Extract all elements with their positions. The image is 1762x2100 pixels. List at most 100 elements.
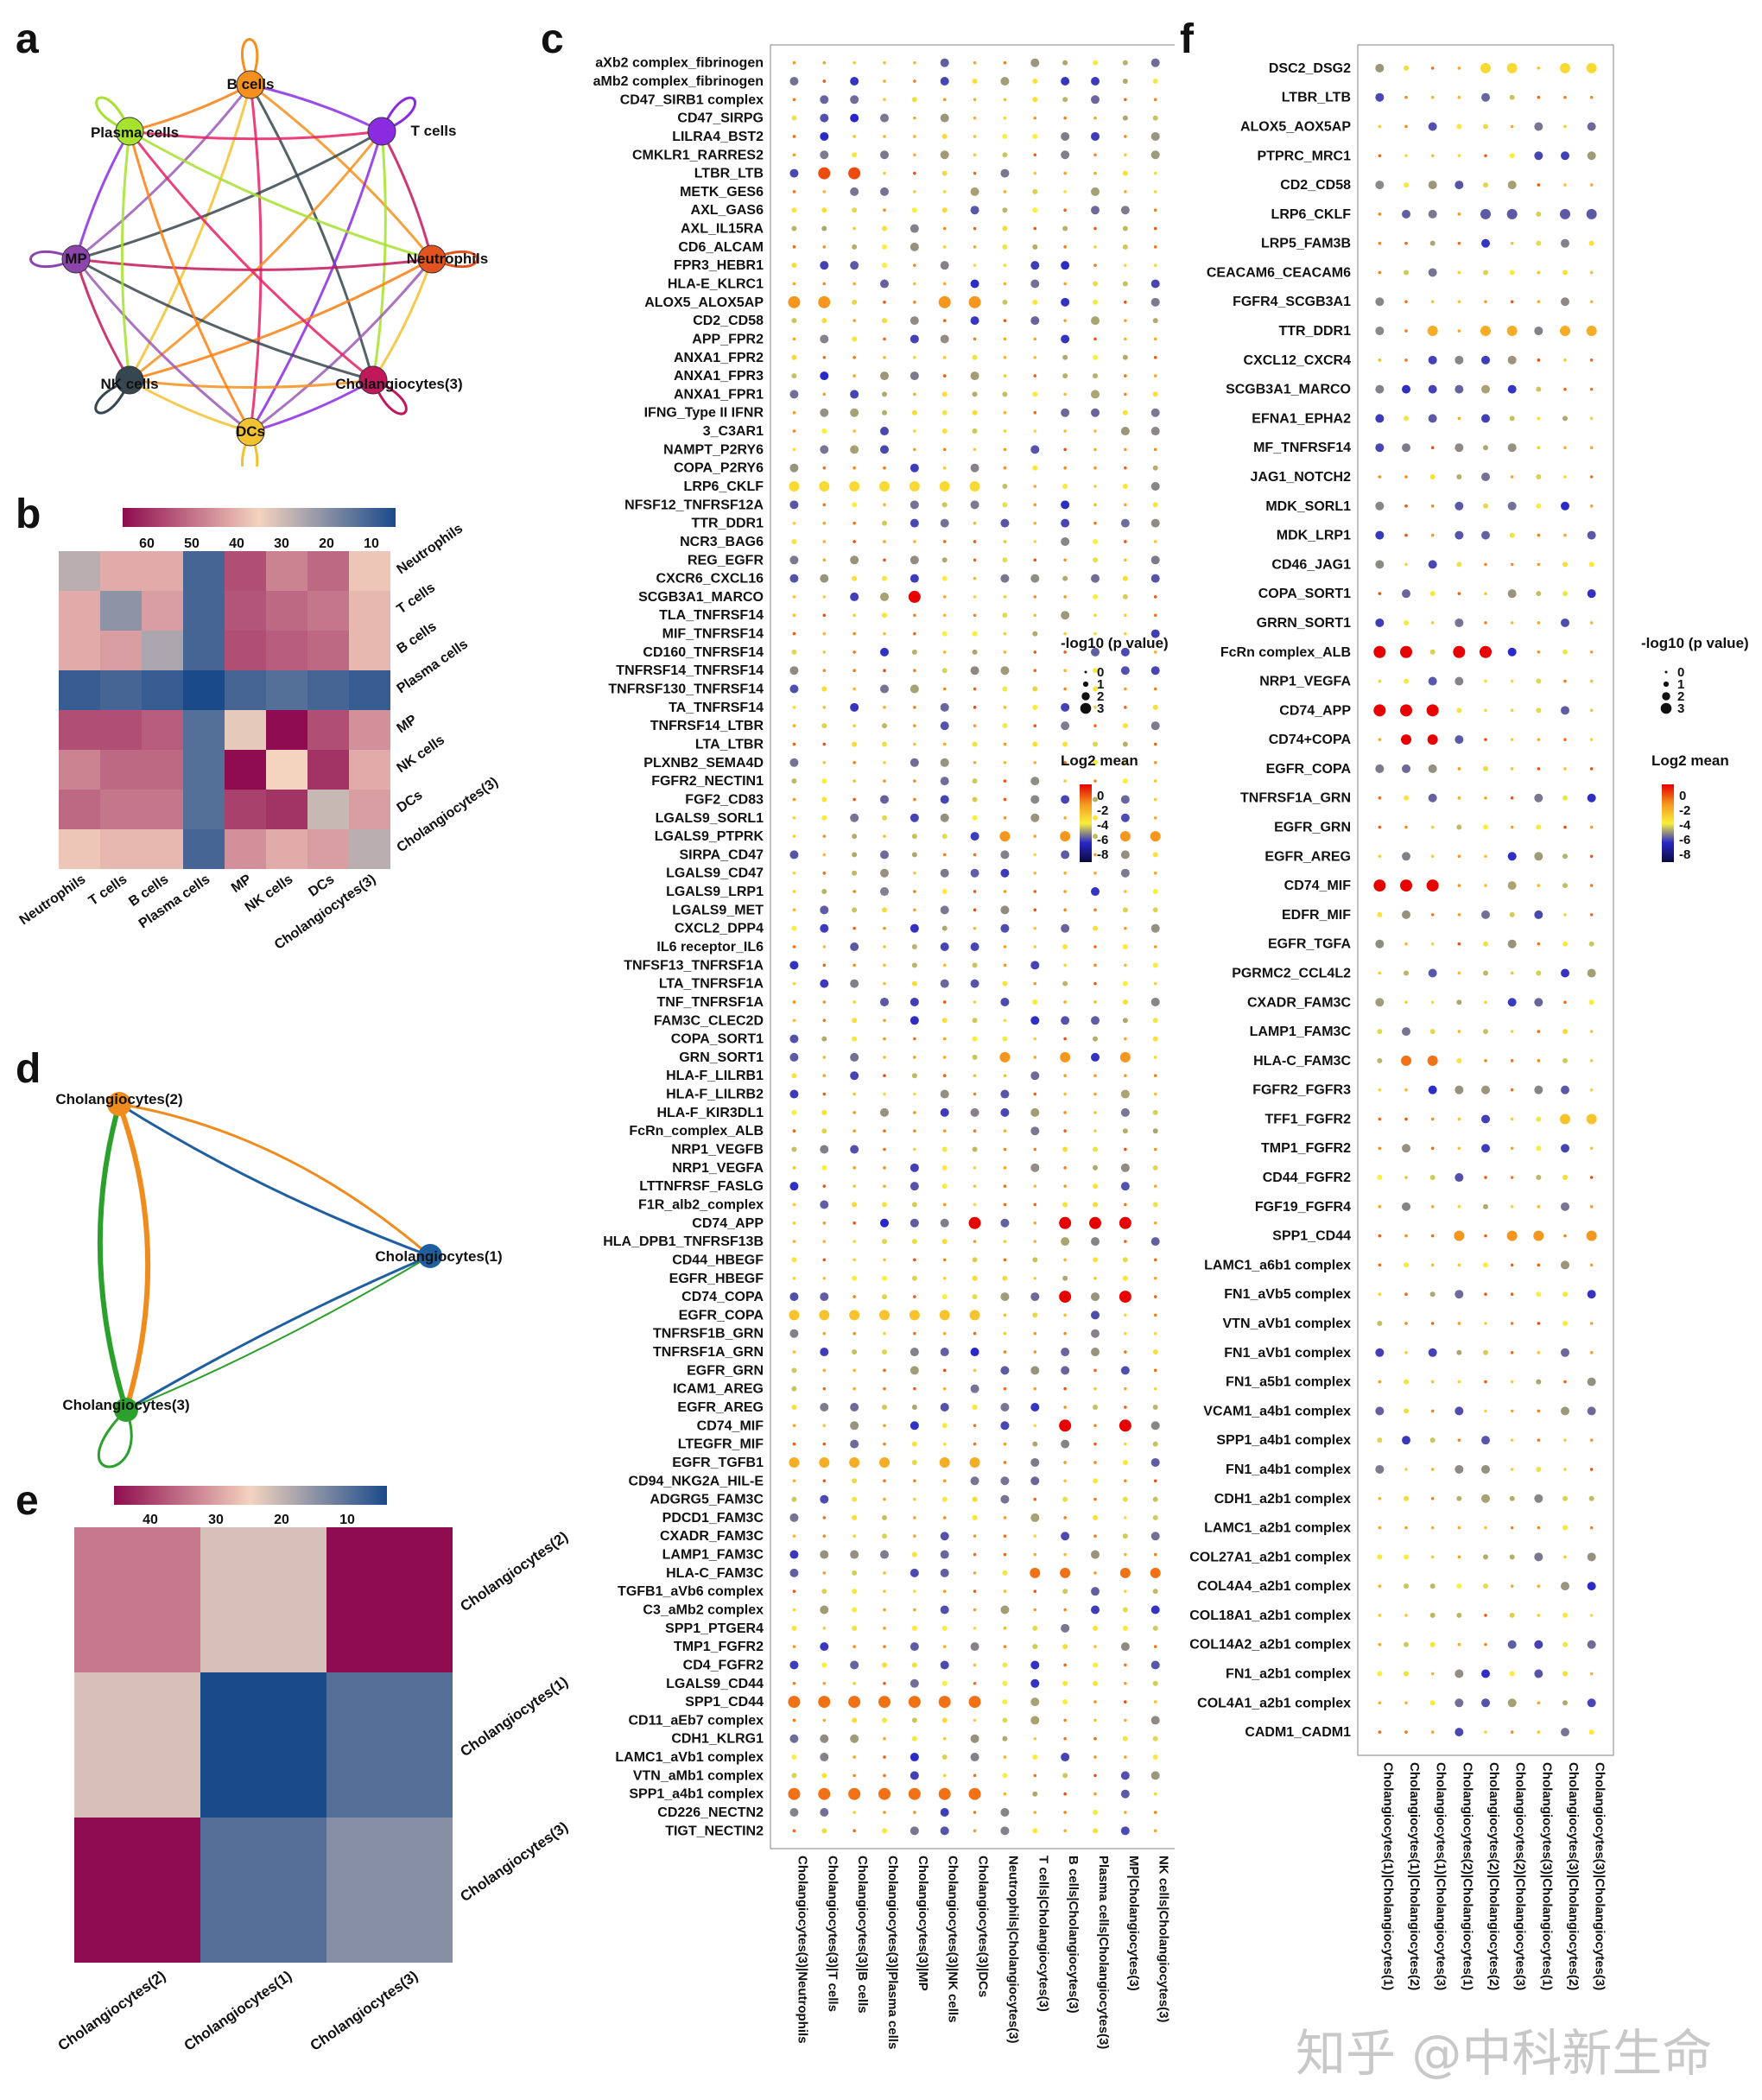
dot <box>1063 669 1067 673</box>
dot <box>1061 850 1070 860</box>
dot <box>973 521 977 525</box>
dot <box>1152 1680 1158 1686</box>
dot <box>1152 1404 1158 1410</box>
dot <box>973 613 977 618</box>
dot <box>1456 124 1462 130</box>
row-label: FPR3_HEBR1 <box>674 258 764 273</box>
dot <box>1481 1464 1490 1474</box>
row-label: LTTNFRSF_FASLG <box>639 1179 764 1194</box>
dot <box>1375 1406 1385 1416</box>
dot <box>1589 358 1594 362</box>
dot <box>1030 1457 1040 1467</box>
dot <box>1404 562 1408 567</box>
dot <box>1589 1614 1594 1617</box>
dot <box>1510 1263 1514 1267</box>
dot <box>1534 327 1543 336</box>
dot <box>792 1534 796 1539</box>
dot <box>1507 881 1517 891</box>
dot <box>852 1295 856 1298</box>
dot <box>1003 631 1007 636</box>
dot <box>1457 796 1461 800</box>
mean-legend-bar <box>1080 784 1092 862</box>
dot <box>822 79 827 83</box>
dot <box>1061 518 1070 528</box>
dot <box>1507 355 1517 365</box>
dot <box>1510 1322 1514 1325</box>
dot <box>1404 358 1408 362</box>
dot <box>1030 1697 1040 1707</box>
dot <box>1000 1366 1010 1375</box>
col-label: Cholangiocytes(3) <box>307 1968 421 2054</box>
dot <box>850 1660 859 1670</box>
dot <box>1510 241 1514 245</box>
heatmap-cell <box>307 670 349 710</box>
row-label: FN1_a2b1 complex <box>1226 1667 1351 1682</box>
dot <box>1457 154 1461 158</box>
dot <box>821 1128 827 1134</box>
dot <box>1150 1771 1160 1780</box>
dot <box>1093 1183 1098 1190</box>
dot <box>942 1000 947 1004</box>
dot <box>1063 1736 1067 1741</box>
dot <box>1562 1321 1568 1326</box>
dot <box>1033 1497 1037 1501</box>
row-label: ANXA1_FPR1 <box>674 387 764 402</box>
network-node <box>367 117 396 146</box>
row-label: FcRn_complex_ALB <box>629 1124 764 1139</box>
row-label: LILRA4_BST2 <box>672 130 764 144</box>
dot <box>973 926 977 930</box>
dot <box>1062 1589 1068 1595</box>
row-label: COPA_P2RY6 <box>674 461 764 476</box>
dot <box>883 963 886 968</box>
dot <box>970 463 979 473</box>
dot <box>942 245 947 249</box>
dot <box>792 815 796 820</box>
dot <box>1003 1792 1007 1796</box>
dot <box>941 428 948 435</box>
dot <box>1377 911 1383 917</box>
dot <box>822 1516 827 1519</box>
dot <box>911 1551 917 1558</box>
dot <box>1091 1605 1100 1615</box>
dot <box>1430 1322 1435 1325</box>
dot <box>1509 911 1515 917</box>
row-label: NRP1_VEGFA <box>672 1161 764 1176</box>
dot <box>1563 1555 1567 1559</box>
dot <box>973 263 977 267</box>
dot <box>1061 76 1070 86</box>
dot <box>821 1662 827 1668</box>
dot <box>1152 889 1158 895</box>
dot <box>973 853 977 857</box>
dot <box>913 447 916 452</box>
dot <box>1562 1641 1568 1647</box>
dot <box>882 409 887 416</box>
dot <box>1122 593 1128 600</box>
dot <box>883 558 886 562</box>
dot <box>1457 767 1461 771</box>
dot <box>1122 354 1128 360</box>
row-label: EGFR_TGFB1 <box>672 1456 764 1470</box>
network-edge <box>118 1102 431 1258</box>
dot <box>1093 834 1098 840</box>
dot <box>1093 1386 1097 1391</box>
dot <box>1122 281 1128 287</box>
dot <box>942 190 947 194</box>
dot <box>1456 1057 1462 1063</box>
dot <box>1124 613 1127 618</box>
dot <box>1003 963 1007 968</box>
dot <box>973 337 977 341</box>
dot <box>1404 1379 1409 1385</box>
dot <box>1428 268 1437 277</box>
dot <box>1152 391 1158 397</box>
pvalue-legend-dot <box>1662 692 1670 701</box>
row-label: ADGRG5_FAM3C <box>650 1493 764 1507</box>
dot <box>1002 557 1008 563</box>
dot <box>1430 67 1435 70</box>
dot <box>913 79 916 83</box>
dot <box>789 961 799 970</box>
heatmap-cell <box>142 631 183 670</box>
dot <box>1000 1808 1010 1818</box>
dot <box>1510 1030 1514 1033</box>
dot <box>821 318 827 324</box>
dot <box>1562 1057 1568 1063</box>
